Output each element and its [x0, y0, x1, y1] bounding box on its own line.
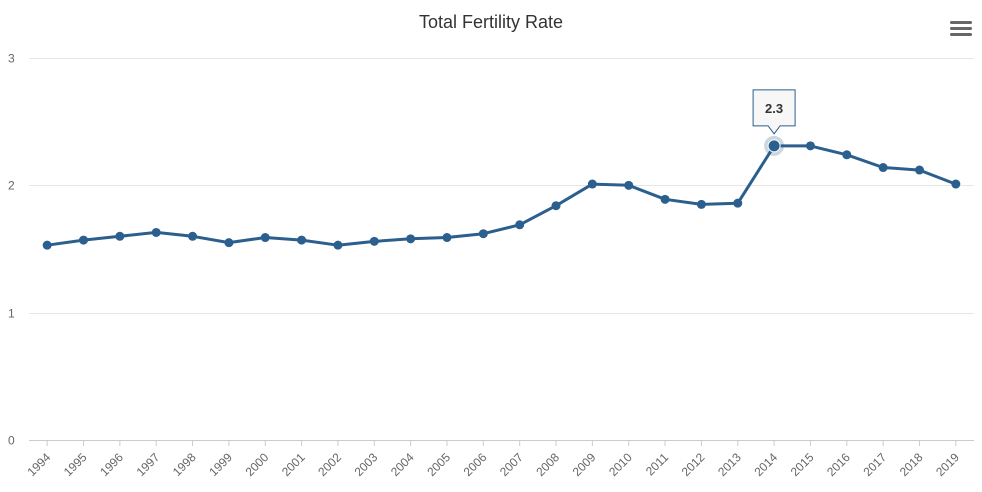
data-point-2012	[696, 199, 706, 209]
x-tick-label: 2013	[715, 450, 744, 479]
data-point-2016	[842, 150, 852, 160]
data-point-2015	[805, 141, 815, 151]
gridlines	[29, 58, 974, 441]
x-tick-label: 2002	[315, 450, 344, 479]
data-points	[42, 135, 961, 250]
x-tick-label: 2005	[424, 450, 453, 479]
x-tick-label: 2008	[533, 450, 562, 479]
x-tick-label: 2016	[824, 450, 853, 479]
tooltip: 2.3	[752, 89, 796, 135]
x-tick-label: 1998	[170, 450, 199, 479]
x-tick-label: 2014	[751, 450, 780, 479]
x-tick-label: 1997	[134, 450, 163, 479]
y-tick-label: 2	[8, 179, 15, 193]
tooltip-value: 2.3	[765, 101, 783, 116]
x-tick-label: 2017	[860, 450, 889, 479]
x-tick-label: 1995	[61, 450, 90, 479]
data-point-2009	[587, 179, 597, 189]
hamburger-menu-icon	[950, 21, 972, 36]
data-point-1997	[151, 227, 161, 237]
data-point-1994	[42, 240, 52, 250]
data-point-1996	[115, 231, 125, 241]
data-point-2007	[515, 220, 525, 230]
x-tick-label: 2019	[933, 450, 962, 479]
series-line-path	[45, 144, 958, 247]
y-axis-ticks: 0 1 2 3	[8, 52, 15, 448]
data-point-2019	[951, 179, 961, 189]
x-tick-label: 2000	[243, 450, 272, 479]
y-tick-label: 1	[8, 307, 15, 321]
x-tick-label: 2009	[570, 450, 599, 479]
x-tick-label: 2012	[679, 450, 708, 479]
x-tick-label: 2006	[461, 450, 490, 479]
data-point-2000	[260, 233, 270, 243]
data-point-2004	[406, 234, 416, 244]
x-tick-label: 2004	[388, 450, 417, 479]
data-point-2013	[733, 198, 743, 208]
data-point-2010	[624, 180, 634, 190]
x-tick-label: 2007	[497, 450, 526, 479]
data-point-1999	[224, 238, 234, 248]
x-tick-label: 1999	[206, 450, 235, 479]
x-tick-label: 2010	[606, 450, 635, 479]
chart-title: Total Fertility Rate	[418, 12, 564, 32]
data-point-2017	[878, 163, 888, 173]
data-point-2018	[914, 165, 924, 175]
y-tick-label: 0	[8, 434, 15, 448]
data-point-2006	[478, 229, 488, 239]
x-tick-label: 2018	[897, 450, 926, 479]
x-tick-label: 2003	[352, 450, 381, 479]
x-tick-label: 1994	[25, 450, 54, 479]
x-axis-ticks: 1994 1995 1996 1997 1998 1999 2000 2001 2002 2003…	[25, 440, 962, 479]
data-point-2002	[333, 240, 343, 250]
series-line	[45, 144, 958, 247]
data-point-2001	[297, 235, 307, 245]
x-tick-label: 1996	[97, 450, 126, 479]
data-point-2005	[442, 233, 452, 243]
data-point-1998	[188, 231, 198, 241]
data-point-2011	[660, 194, 670, 204]
chart-menu-button[interactable]	[944, 14, 978, 44]
data-point-2003	[369, 236, 379, 246]
data-point-1995	[79, 235, 89, 245]
data-point-2008	[551, 201, 561, 211]
x-tick-label: 2001	[279, 450, 308, 479]
y-tick-label: 3	[8, 52, 15, 66]
x-tick-label: 2015	[788, 450, 817, 479]
data-point-2014	[767, 139, 781, 153]
x-tick-label: 2011	[643, 450, 671, 478]
tooltip-box	[752, 89, 796, 135]
